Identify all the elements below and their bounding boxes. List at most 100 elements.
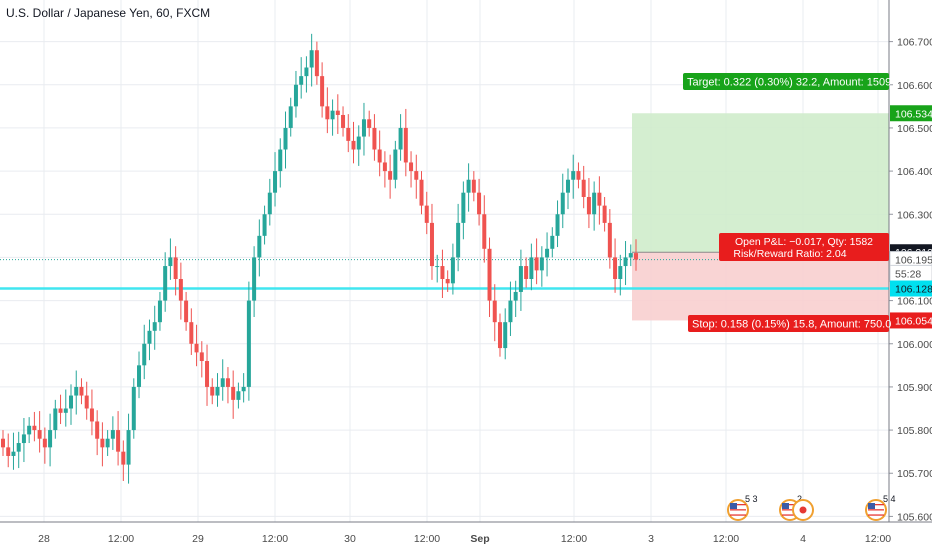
economic-events[interactable]: 5 3 2 5 4: [727, 494, 896, 521]
target-label[interactable]: Target: 0.322 (0.30%) 32.2, Amount: 1509: [683, 73, 891, 90]
candle: [628, 244, 633, 267]
candle: [372, 114, 377, 161]
candle-body: [231, 386, 236, 400]
candle-body: [121, 451, 126, 465]
candle: [571, 154, 576, 199]
price-badge-bg: [890, 280, 932, 297]
candle: [471, 171, 476, 202]
candle-body: [545, 248, 550, 258]
target-label-bg: [683, 73, 889, 90]
candle-body: [53, 408, 58, 431]
price-badge-label: 106.054: [895, 315, 932, 327]
grid: [0, 0, 889, 522]
candle-body: [32, 425, 37, 431]
candle-body: [377, 149, 382, 163]
candle: [492, 284, 497, 342]
event-count: 5 3: [745, 494, 758, 504]
position-labels[interactable]: Target: 0.322 (0.30%) 32.2, Amount: 1509…: [683, 73, 891, 332]
candle: [299, 57, 304, 99]
us-flag-canton: [782, 503, 789, 509]
candle-body: [367, 119, 372, 128]
us-flag-stripe: [730, 511, 746, 514]
candle-body: [131, 386, 136, 431]
candle-body: [503, 322, 508, 349]
candle-body: [487, 248, 492, 301]
candle-body: [550, 235, 555, 249]
candle-body: [445, 279, 450, 284]
price-tick-label: 106.100: [897, 296, 932, 308]
candle: [283, 111, 288, 169]
price-lines: [0, 259, 889, 290]
price-badge-label: 55:28: [895, 268, 921, 280]
candle-body: [189, 322, 194, 344]
price-tick-label: 105.700: [897, 468, 932, 480]
candle-body: [309, 50, 314, 68]
candle-body: [21, 434, 26, 444]
candle-body: [257, 235, 262, 258]
candle: [27, 417, 32, 444]
candle: [382, 151, 387, 188]
time-axis: 28 12:00 29 12:00 30 12:00 Sep 12:00 3 12:00 4 12:0…: [0, 521, 932, 545]
candle: [84, 381, 89, 420]
candle: [461, 181, 466, 240]
candle-body: [215, 386, 220, 396]
candle: [16, 431, 21, 469]
stop-label[interactable]: Stop: 0.158 (0.15%) 15.8, Amount: 750.0: [688, 315, 891, 332]
us-flag-stripe: [730, 504, 746, 506]
candle-body: [79, 386, 84, 396]
candle: [137, 351, 142, 399]
candle: [304, 56, 309, 93]
candle-body: [419, 179, 424, 206]
candle: [576, 162, 581, 189]
candle-body: [126, 430, 131, 465]
price-badge-support: 106.128: [890, 280, 932, 297]
price-badge-label: 106.195: [895, 255, 932, 267]
candle-body: [246, 300, 251, 387]
event-count: 2: [797, 494, 802, 504]
candle-body: [288, 106, 293, 128]
candle-body: [137, 365, 142, 387]
us-flag-stripe: [730, 514, 746, 516]
candle: [487, 237, 492, 317]
candle: [252, 246, 257, 317]
candle-body: [11, 451, 16, 456]
us-flag-icon[interactable]: 5 3: [727, 494, 758, 521]
candle-body: [37, 430, 42, 439]
candle: [105, 430, 110, 456]
candle: [393, 140, 398, 189]
candle-body: [524, 266, 529, 280]
time-tick-label: 12:00: [262, 533, 288, 545]
candle-body: [361, 119, 366, 137]
candle: [267, 178, 272, 226]
candle-body: [565, 179, 570, 193]
candle-body: [168, 257, 173, 267]
price-tick-label: 106.500: [897, 123, 932, 135]
price-badge-label: 106.534: [895, 108, 932, 120]
candle-body: [482, 214, 487, 249]
candle-body: [477, 192, 482, 215]
us-flag-icon[interactable]: 5 4: [865, 494, 896, 521]
candle: [325, 87, 330, 134]
jp-flag-icon[interactable]: [792, 499, 814, 521]
candle-body: [48, 430, 53, 448]
time-tick-label: 4: [800, 533, 806, 545]
candle-body: [89, 408, 94, 422]
candle-body: [372, 127, 377, 150]
candle: [163, 252, 168, 312]
candle: [586, 178, 591, 229]
candle: [173, 246, 178, 296]
us-flag-stripe: [868, 509, 884, 511]
candle-body: [492, 300, 497, 323]
candle: [199, 341, 204, 378]
candle-body: [173, 257, 178, 280]
candle-body: [555, 214, 560, 236]
candle: [513, 280, 518, 317]
candle-body: [220, 378, 225, 387]
candle: [335, 94, 340, 134]
candle-body: [539, 257, 544, 271]
time-tick-label: 12:00: [713, 533, 739, 545]
candle: [48, 413, 53, 467]
